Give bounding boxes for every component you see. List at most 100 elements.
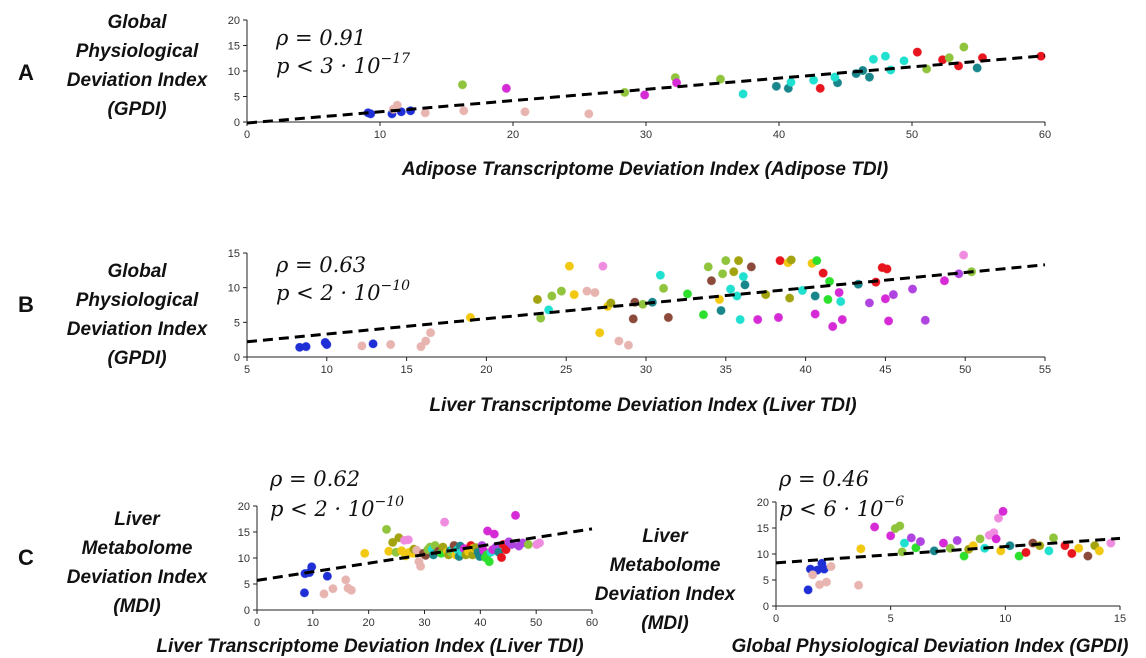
data-point [1074,543,1084,553]
data-point [882,264,892,274]
data-point [812,256,822,266]
x-tick-label: 10 [321,364,333,376]
y-axis-label-line: (MDI) [113,596,160,617]
data-point [703,262,713,272]
data-point [420,108,430,118]
p-value-prefix: p < 2 · 10 [276,281,381,305]
rho-annotation: ρ = 0.46 [778,467,869,491]
p-value-prefix: p < 6 · 10 [779,497,884,521]
p-annotation: p < 6 · 10−6 [779,494,904,521]
y-tick-label: 10 [228,66,240,78]
x-tick-label: 30 [640,129,652,141]
data-point [706,276,717,286]
x-tick-label: 20 [480,364,492,376]
data-point [569,289,579,300]
x-tick-label: 50 [959,364,971,376]
y-axis-label-line: (GPDI) [107,99,166,120]
data-point [319,589,329,599]
y-tick-label: 20 [238,501,250,513]
y-tick-label: 15 [757,523,769,535]
panel-letter: C [18,545,34,570]
x-tick-label: 0 [773,613,779,625]
data-point [301,341,311,352]
p-value-prefix: p < 2 · 10 [270,497,375,521]
data-point [993,513,1004,523]
x-tick-label: 50 [530,617,542,629]
data-point [828,321,838,332]
x-tick-label: 15 [400,364,412,376]
x-tick-label: 50 [906,129,918,141]
regression-line [775,536,1121,565]
data-point [534,538,545,548]
y-axis-label-line: Deviation Index [67,319,209,340]
data-point [459,106,469,116]
data-point [836,296,846,307]
data-point [870,522,880,532]
data-point [886,531,896,541]
y-tick-label: 5 [244,579,250,591]
data-point [536,313,546,323]
data-point [584,109,594,119]
x-tick-label: 5 [244,364,250,376]
x-tick-label: 25 [560,364,572,376]
x-tick-label: 40 [474,617,486,629]
data-point [830,72,840,82]
data-point [920,315,930,325]
data-point [582,286,592,296]
data-point [1044,546,1054,556]
scatter-plot-c-right: 0 5 10 15 0 5 10 15 20 [757,497,1126,625]
data-point [939,276,950,286]
scatter-plot-a: 0 10 20 30 40 50 60 0 5 10 15 20 [228,15,1051,141]
y-tick-label: 0 [244,605,250,617]
panel-c-left: C Liver Metabolome Deviation Index (MDI)… [18,467,598,657]
data-point [598,261,608,271]
y-axis-label-line: Deviation Index [595,584,737,605]
x-tick-label: 30 [640,364,652,376]
data-point [1106,538,1116,548]
data-point [421,336,431,346]
x-tick-label: 30 [418,617,430,629]
data-point [821,577,832,587]
x-tick-label: 10 [999,613,1011,625]
x-tick-label: 0 [244,129,250,141]
data-point [457,80,468,90]
data-point [721,256,731,266]
regression-line [256,527,593,582]
y-tick-label: 15 [238,527,250,539]
data-point [729,267,739,277]
p-value-prefix: p < 3 · 10 [276,54,381,78]
y-tick-label: 10 [228,283,240,295]
data-point [556,286,567,296]
data-point [341,575,351,585]
data-point [883,316,894,326]
y-tick-label: 20 [228,15,240,27]
data-point [725,284,736,294]
data-point [360,548,370,558]
y-tick-label: 5 [234,92,240,104]
data-point [735,314,745,325]
data-point [786,255,796,265]
data-point [357,341,367,351]
data-point [386,339,396,350]
data-point [959,250,969,260]
y-axis-label-line: Liver [642,526,689,547]
data-point [307,562,317,572]
data-point [952,535,962,546]
data-point [1021,547,1031,558]
data-point [606,298,616,308]
data-point [959,551,969,561]
data-point [786,77,796,87]
data-point [895,521,905,531]
data-point [520,107,530,117]
y-tick-label: 10 [238,553,250,565]
y-tick-label: 0 [234,352,240,364]
data-point [718,269,728,279]
x-tick-label: 60 [1039,129,1051,141]
data-point [803,585,813,595]
data-point [837,314,847,325]
data-point [1048,533,1059,543]
rho-annotation: ρ = 0.62 [269,467,360,491]
y-tick-label: 5 [763,575,769,587]
data-point [771,81,781,91]
data-point [959,42,969,52]
